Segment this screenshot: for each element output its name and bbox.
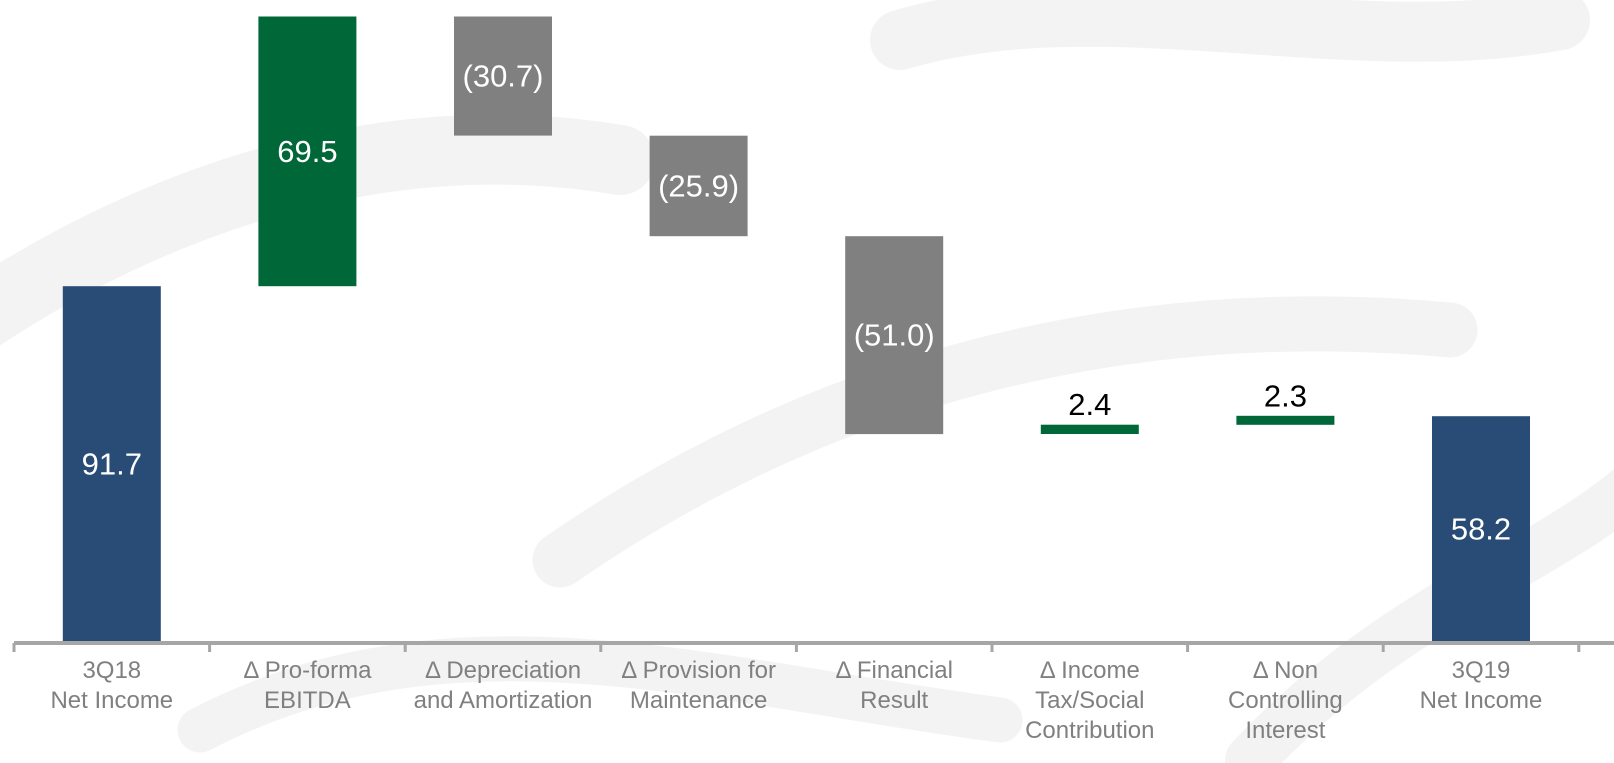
x-tick-label-line: and Amortization [414, 687, 593, 714]
data-label-4: (51.0) [854, 318, 935, 353]
bar-3 [649, 135, 748, 237]
x-tick-label-2: Δ Depreciation and Amortization [414, 657, 593, 714]
x-tick-label-4: Δ Financial Result [835, 657, 952, 714]
x-tick-label-line: Δ Non [1253, 657, 1318, 684]
x-tick-label-line: 3Q18 [82, 657, 141, 684]
bar-6 [1236, 415, 1335, 425]
x-tick-label-line: Δ Financial [835, 657, 952, 684]
data-labels-layer: 91.7 69.5 (30.7) (25.9) (51.0) 2.4 2.3 58.2 [82, 59, 1512, 547]
x-tick-label-line: Interest [1245, 717, 1325, 744]
x-tick-label-0: 3Q18 Net Income [50, 657, 173, 714]
x-tick-label-line: Result [860, 687, 928, 714]
data-label-2: (30.7) [463, 59, 544, 94]
bar-5 [1040, 424, 1139, 434]
x-tick-label-1: Δ Pro-forma EBITDA [243, 657, 372, 714]
x-tick-label-line: Tax/Social [1035, 687, 1144, 714]
x-tick-label-line: Net Income [50, 687, 173, 714]
bar-4 [845, 236, 944, 435]
data-label-0: 91.7 [82, 447, 142, 482]
x-tick-label-line: Δ Provision for [621, 657, 776, 684]
x-tick-label-7: 3Q19 Net Income [1420, 657, 1543, 714]
x-tick-label-line: Contribution [1025, 717, 1154, 744]
x-tick-label-6: Δ Non Controlling Interest [1228, 657, 1343, 744]
x-tick-label-line: Δ Income [1040, 657, 1140, 684]
x-tick-label-line: EBITDA [264, 687, 351, 714]
x-tick-labels: 3Q18 Net Income Δ Pro-forma EBITDA Δ Depreci… [50, 657, 1542, 744]
x-tick-label-line: 3Q19 [1452, 657, 1511, 684]
bars-layer [62, 16, 1530, 642]
data-label-3: (25.9) [658, 168, 739, 203]
x-tick-label-line: Δ Depreciation [425, 657, 581, 684]
bar-0 [62, 286, 161, 642]
x-tick-label-line: Controlling [1228, 687, 1343, 714]
bar-1 [258, 16, 357, 287]
data-label-6: 2.3 [1264, 378, 1307, 413]
x-tick-label-5: Δ Income Tax/Social Contribution [1025, 657, 1154, 744]
data-label-7: 58.2 [1451, 512, 1511, 547]
data-label-5: 2.4 [1068, 387, 1111, 422]
data-label-1: 69.5 [277, 134, 337, 169]
x-tick-label-3: Δ Provision for Maintenance [621, 657, 776, 714]
x-tick-label-line: Δ Pro-forma [243, 657, 372, 684]
x-tick-label-line: Net Income [1420, 687, 1543, 714]
x-axis [12, 641, 1614, 652]
bar-2 [454, 16, 552, 136]
bar-7 [1432, 416, 1530, 642]
x-tick-label-line: Maintenance [630, 687, 767, 714]
